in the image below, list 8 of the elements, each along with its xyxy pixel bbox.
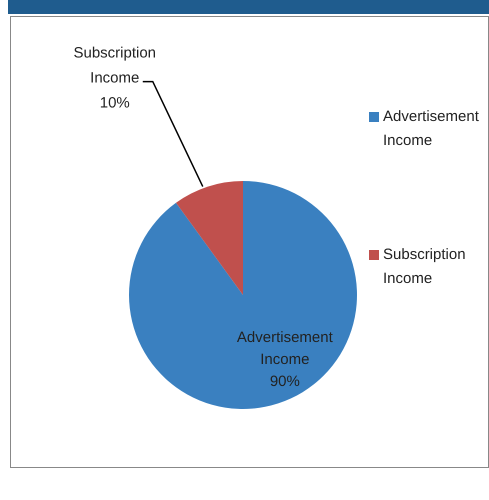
legend-label: Advertisement Income xyxy=(383,107,480,151)
pie-slice xyxy=(129,181,357,409)
data-label: 90% xyxy=(270,373,300,390)
legend-label: Subscription Income xyxy=(383,245,467,289)
slice-label: Subscription Income xyxy=(74,44,156,87)
pie-slice xyxy=(176,181,243,295)
slice-label: Advertisement Income xyxy=(236,329,334,368)
data-label: 10% xyxy=(100,94,130,112)
